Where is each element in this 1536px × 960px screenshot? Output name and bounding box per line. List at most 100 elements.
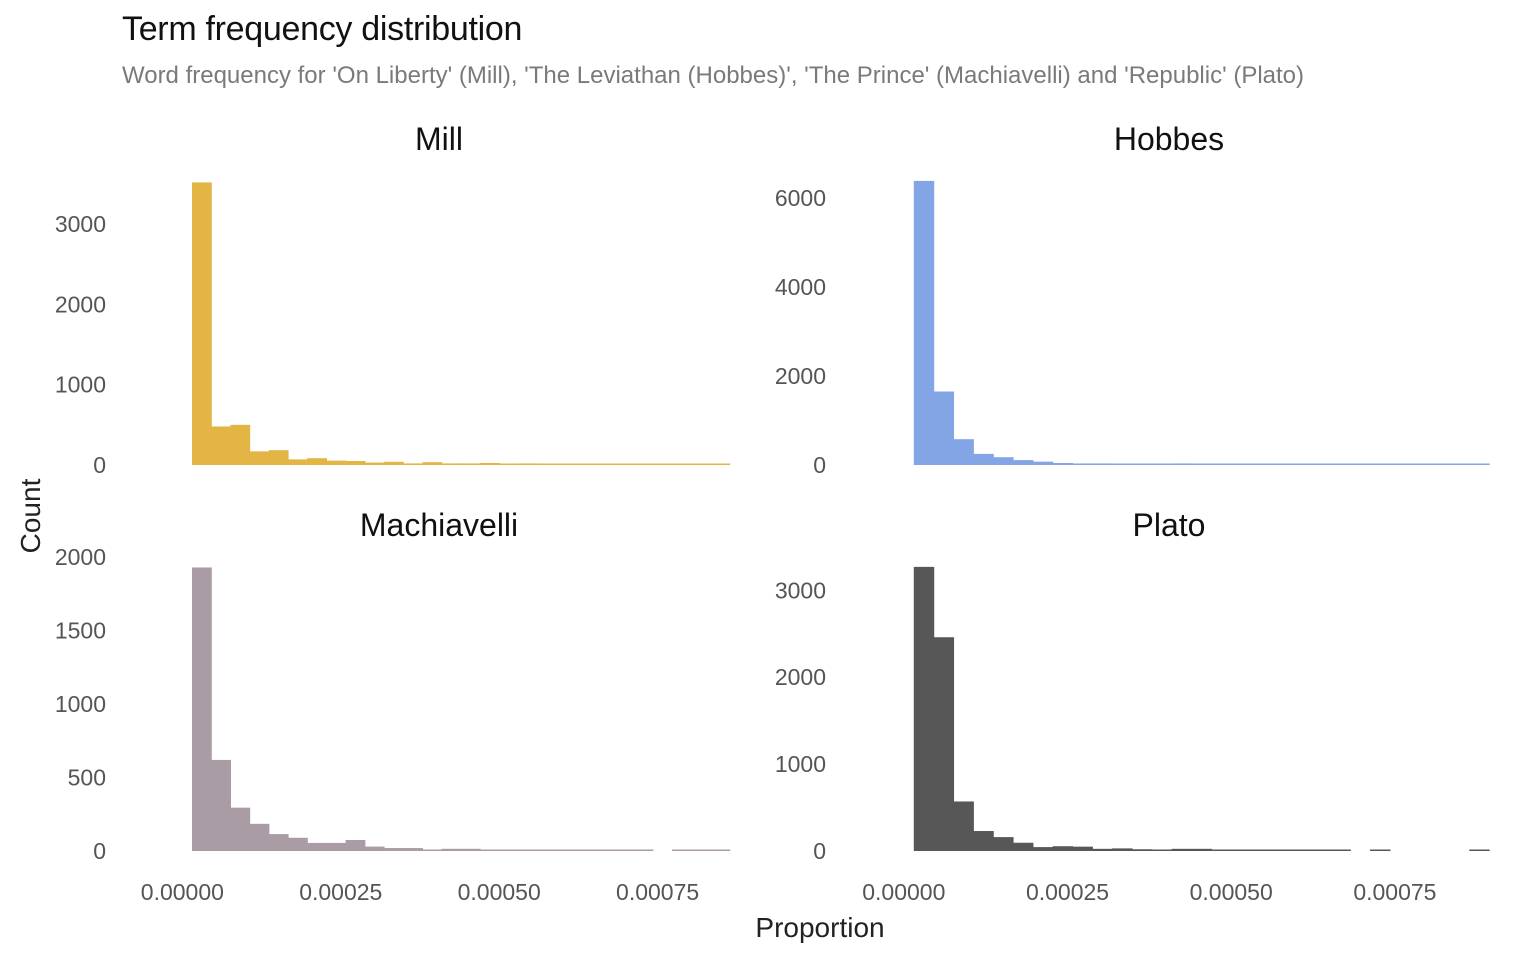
histogram-bar xyxy=(1231,849,1252,851)
histogram-bar xyxy=(1112,848,1133,851)
histogram-bar xyxy=(1409,463,1431,465)
histogram-bar xyxy=(1350,463,1371,465)
histogram-bar xyxy=(595,463,615,465)
y-axis-title: Count xyxy=(15,478,46,553)
y-tick-label: 1000 xyxy=(55,372,106,398)
y-tick-label: 2000 xyxy=(775,363,826,389)
histogram-bar xyxy=(307,842,327,851)
y-tick-label: 1000 xyxy=(775,751,826,777)
histogram-bar xyxy=(993,837,1014,851)
histogram-bar xyxy=(249,451,270,465)
histogram-bar xyxy=(1330,849,1351,851)
histogram-bar xyxy=(1012,842,1034,851)
histogram-bar xyxy=(633,463,654,465)
histogram-bar xyxy=(230,424,251,465)
histogram-bar xyxy=(595,849,615,851)
histogram-bar xyxy=(1290,463,1312,465)
histogram-bar xyxy=(1310,463,1331,465)
histogram-bar xyxy=(1290,849,1312,851)
histogram-bar xyxy=(480,462,500,465)
y-tick-label: 500 xyxy=(68,765,106,791)
histogram-bar xyxy=(1132,849,1153,851)
y-tick-label: 0 xyxy=(813,452,826,478)
histogram-bar xyxy=(933,391,955,465)
histogram-bar xyxy=(953,439,974,465)
histogram-bar xyxy=(1211,463,1232,465)
histogram-bar xyxy=(1330,463,1351,465)
histogram-bar xyxy=(384,461,404,465)
histogram-bar xyxy=(191,567,212,851)
histogram-bar xyxy=(364,846,385,851)
histogram-bar xyxy=(422,462,443,465)
histogram-bar xyxy=(633,849,654,851)
histogram-bar xyxy=(230,807,251,851)
histogram-bar xyxy=(441,848,462,851)
histogram-bar xyxy=(691,849,712,851)
histogram-bar xyxy=(1370,463,1391,465)
histogram-bar xyxy=(1251,463,1272,465)
histogram-bar xyxy=(403,848,423,851)
histogram-bar xyxy=(326,842,347,851)
histogram-bar xyxy=(973,453,994,465)
histogram-bar xyxy=(345,460,366,465)
histogram-bar xyxy=(1171,463,1193,465)
chart-subtitle: Word frequency for 'On Liberty' (Mill), … xyxy=(122,62,1305,89)
x-tick-label: 0.00025 xyxy=(1026,879,1109,905)
histogram-bar xyxy=(614,849,635,851)
y-tick-label: 3000 xyxy=(55,211,106,237)
histogram-bar xyxy=(499,849,519,851)
y-tick-label: 4000 xyxy=(775,274,826,300)
histogram-bar xyxy=(191,182,212,465)
facet-title-machiavelli: Machiavelli xyxy=(360,507,518,543)
facet-mill: Mill 0 1000 2000 3000 xyxy=(55,121,731,478)
histogram-bar xyxy=(576,849,596,851)
facet-plato: Plato 0 1000 2000 3000 0.00000 0.00025 0.00050 0… xyxy=(775,507,1490,905)
histogram-bar xyxy=(556,463,577,465)
x-tick-label: 0.00050 xyxy=(458,879,541,905)
histogram-bar xyxy=(1012,460,1034,465)
histogram-bar xyxy=(953,801,974,851)
histogram-bar xyxy=(499,463,519,465)
facet-title-plato: Plato xyxy=(1133,507,1206,543)
y-tick-label: 0 xyxy=(813,838,826,864)
histogram-bar xyxy=(211,759,231,851)
facet-machiavelli: Machiavelli 0 500 1000 1500 2000 0.00000 0.0002… xyxy=(55,507,731,905)
histogram-bar xyxy=(345,839,366,851)
histogram-bar xyxy=(556,849,577,851)
facet-title-hobbes: Hobbes xyxy=(1114,121,1224,157)
histogram-bar xyxy=(933,637,955,851)
histogram-bar xyxy=(1449,463,1470,465)
histogram-bar xyxy=(576,463,596,465)
histogram-bar xyxy=(460,463,481,465)
histogram-bar xyxy=(211,426,231,465)
histogram-bar xyxy=(1191,463,1212,465)
histogram-bar xyxy=(691,463,712,465)
histogram-bar xyxy=(1171,848,1193,851)
histogram-bar xyxy=(364,462,385,465)
y-tick-label: 1500 xyxy=(55,618,106,644)
histogram-bar xyxy=(1151,463,1173,465)
histogram-bar xyxy=(1052,846,1074,851)
histogram-bar xyxy=(1429,463,1451,465)
y-tick-label: 2000 xyxy=(55,544,106,570)
histogram-bar xyxy=(1191,848,1212,851)
histogram-bar xyxy=(480,849,500,851)
histogram-bar xyxy=(403,463,423,465)
histogram-bar xyxy=(1032,461,1054,465)
x-tick-label: 0.00025 xyxy=(299,879,382,905)
histogram-bar xyxy=(460,848,481,851)
histogram-bar xyxy=(1132,463,1153,465)
histogram-bar xyxy=(422,849,443,851)
histogram-bar xyxy=(1270,849,1292,851)
histogram-bar xyxy=(384,848,404,851)
histogram-bar xyxy=(249,823,270,851)
histogram-bar xyxy=(993,457,1014,465)
histogram-bar xyxy=(1310,849,1331,851)
histogram-bar xyxy=(1270,463,1292,465)
y-tick-label: 0 xyxy=(93,838,106,864)
x-axis-title: Proportion xyxy=(755,912,884,943)
facet-hobbes: Hobbes 0 2000 4000 6000 xyxy=(775,121,1490,478)
histogram-bar xyxy=(913,566,935,851)
x-tick-label: 0.00050 xyxy=(1190,879,1273,905)
y-tick-label: 6000 xyxy=(775,185,826,211)
